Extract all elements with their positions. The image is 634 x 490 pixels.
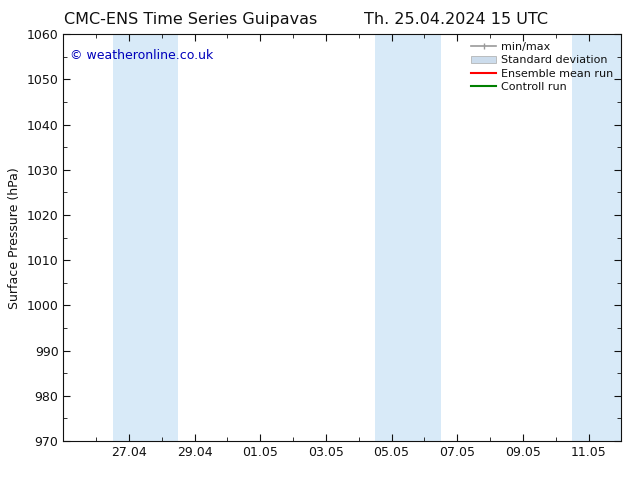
Legend: min/max, Standard deviation, Ensemble mean run, Controll run: min/max, Standard deviation, Ensemble me… xyxy=(467,38,618,97)
Text: © weatheronline.co.uk: © weatheronline.co.uk xyxy=(70,49,214,62)
Y-axis label: Surface Pressure (hPa): Surface Pressure (hPa) xyxy=(8,167,21,309)
Bar xyxy=(572,34,621,441)
Bar xyxy=(113,34,178,441)
Bar xyxy=(375,34,441,441)
Text: Th. 25.04.2024 15 UTC: Th. 25.04.2024 15 UTC xyxy=(365,12,548,27)
Text: CMC-ENS Time Series Guipavas: CMC-ENS Time Series Guipavas xyxy=(63,12,317,27)
